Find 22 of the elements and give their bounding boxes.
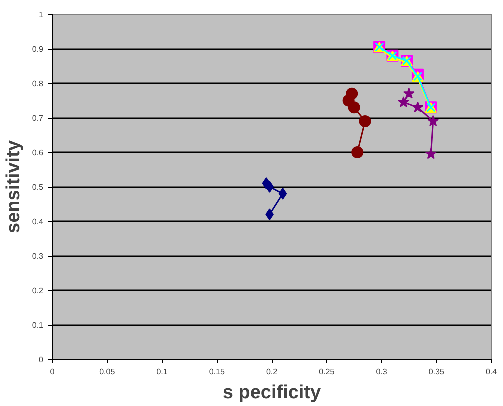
y-tick-label: 0.6: [32, 148, 44, 158]
x-tick-label: 0.25: [319, 368, 336, 376]
x-tick-label: 0.2: [266, 368, 278, 376]
y-tick-label: 0.5: [32, 183, 44, 192]
x-tick-label: 0.1: [156, 368, 168, 376]
y-tick-label: 0.1: [32, 321, 44, 330]
x-axis-title: s pecificity: [222, 382, 322, 404]
x-tick-label: 0.15: [209, 368, 226, 376]
y-tick-label: 0.2: [32, 286, 44, 296]
y-tick-label: 1: [39, 10, 44, 20]
x-tick-label: 0.05: [100, 368, 116, 376]
y-tick-label: 0.3: [32, 252, 44, 261]
x-tick-label: 0.3: [376, 368, 388, 376]
x-tick-label: 0: [50, 368, 56, 376]
y-tick-label: 0.8: [32, 80, 44, 88]
y-tick-label: 0.7: [32, 114, 44, 123]
x-tick-label: 0.35: [428, 368, 445, 376]
y-axis-title: sensitivity: [3, 140, 24, 234]
y-tick-label: 0: [39, 356, 44, 364]
y-tick-label: 0.9: [32, 45, 44, 54]
y-tick-label: 0.4: [32, 218, 44, 226]
x-tick-label: 0.4: [486, 368, 498, 376]
